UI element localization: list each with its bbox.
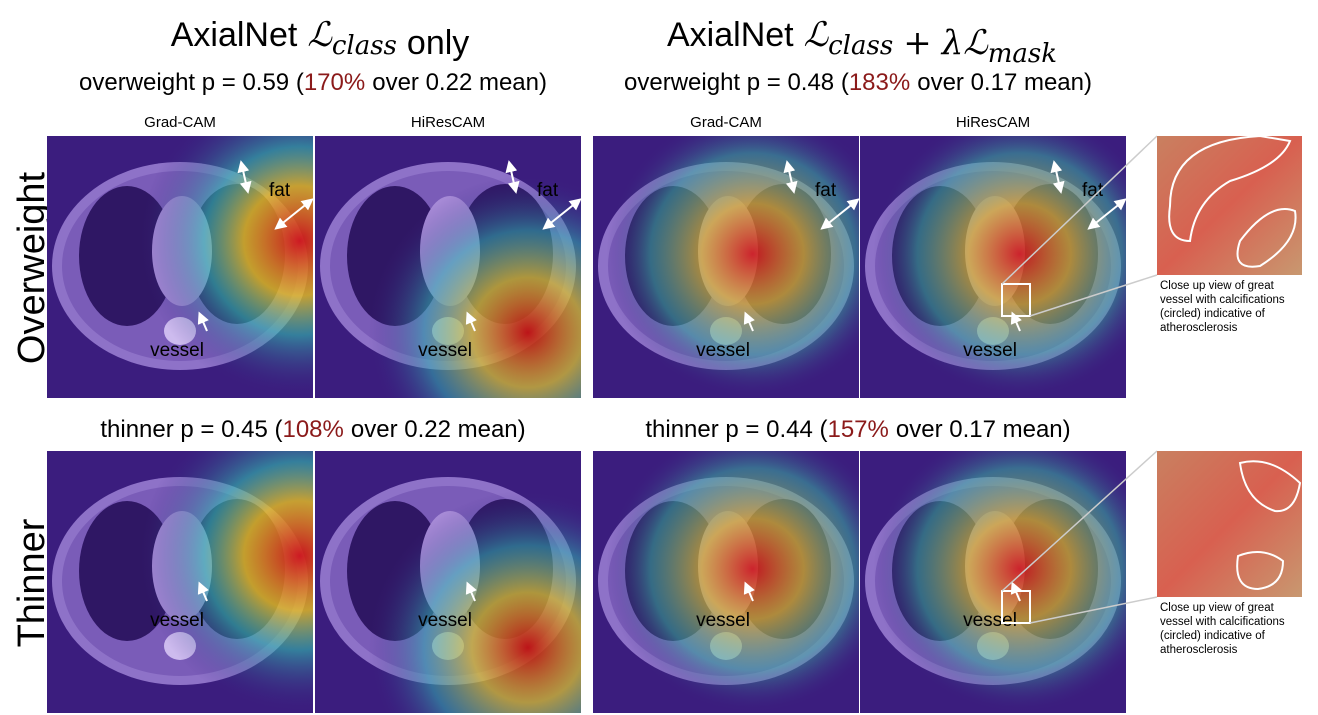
ct-panel: vessel: [593, 451, 859, 713]
score-prefix: thinner p = 0.44 (: [645, 416, 827, 443]
ct-panel: vessel: [860, 451, 1126, 713]
math-symbol: ℒ: [307, 15, 333, 55]
vessel-label: vessel: [150, 610, 204, 631]
title-text: AxialNet: [171, 16, 298, 54]
closeup-caption: (circled) indicative of: [1160, 308, 1266, 320]
closeup-caption: vessel with calcifications: [1160, 294, 1285, 306]
row-label: Overweight: [11, 171, 53, 364]
math-subscript: class: [332, 31, 397, 61]
vessel-label: vessel: [150, 340, 204, 361]
score-suffix: over 0.17 mean): [917, 69, 1092, 96]
score-prefix: overweight p = 0.48 (: [624, 69, 849, 96]
score-percent: 183%: [849, 69, 910, 96]
ct-panel: fat vessel: [315, 136, 581, 398]
score-percent: 108%: [282, 416, 343, 443]
ct-panel: vessel: [315, 451, 581, 713]
math-subscript: class: [828, 31, 893, 61]
score-suffix: over 0.17 mean): [896, 416, 1071, 443]
score-suffix: over 0.22 mean): [372, 69, 547, 96]
score-text: overweight p = 0.48 (183% over 0.17 mean): [624, 69, 1092, 96]
ct-panel: vessel: [47, 451, 313, 713]
closeup: [1157, 136, 1302, 275]
title-text: only: [407, 24, 469, 62]
math-symbol: λℒ: [940, 23, 990, 63]
row-label: Thinner: [11, 518, 53, 647]
vessel-label: vessel: [963, 340, 1017, 361]
fat-label: fat: [269, 180, 291, 201]
score-text: thinner p = 0.44 (157% over 0.17 mean): [645, 416, 1070, 443]
figure: AxialNetℒclassonlyAxialNetℒclass+λℒmaskO…: [0, 0, 1318, 715]
vessel-label: vessel: [696, 610, 750, 631]
closeup-caption: Close up view of great: [1160, 280, 1275, 292]
score-percent: 170%: [304, 69, 365, 96]
score-prefix: overweight p = 0.59 (: [79, 69, 304, 96]
vessel-label: vessel: [963, 610, 1017, 631]
closeup-caption: Close up view of great: [1160, 602, 1275, 614]
method-label: HiResCAM: [411, 114, 485, 131]
fat-label: fat: [815, 180, 837, 201]
heatmap: [315, 451, 581, 713]
heatmap: [860, 451, 1126, 713]
fat-label: fat: [537, 180, 559, 201]
heatmap: [47, 451, 313, 713]
closeup-caption: atherosclerosis: [1160, 644, 1238, 656]
title-text: +: [903, 23, 932, 63]
ct-panel: fat vessel: [47, 136, 313, 398]
vessel-label: vessel: [418, 340, 472, 361]
ct-panel: fat vessel: [593, 136, 859, 398]
score-suffix: over 0.22 mean): [351, 416, 526, 443]
score-text: overweight p = 0.59 (170% over 0.22 mean): [79, 69, 547, 96]
vessel-label: vessel: [418, 610, 472, 631]
math-symbol: ℒ: [804, 15, 830, 55]
method-label: Grad-CAM: [690, 114, 762, 131]
closeup-caption: vessel with calcifications: [1160, 616, 1285, 628]
vessel-label: vessel: [696, 340, 750, 361]
score-text: thinner p = 0.45 (108% over 0.22 mean): [100, 416, 525, 443]
method-label: HiResCAM: [956, 114, 1030, 131]
closeup-caption: (circled) indicative of: [1160, 630, 1266, 642]
score-prefix: thinner p = 0.45 (: [100, 416, 282, 443]
method-label: Grad-CAM: [144, 114, 216, 131]
heatmap: [593, 451, 859, 713]
closeup-caption: atherosclerosis: [1160, 322, 1238, 334]
math-subscript: mask: [988, 39, 1057, 69]
title-text: AxialNet: [667, 16, 794, 54]
score-percent: 157%: [827, 416, 888, 443]
column-title: AxialNet ℒclass +λℒmask: [667, 15, 1057, 69]
